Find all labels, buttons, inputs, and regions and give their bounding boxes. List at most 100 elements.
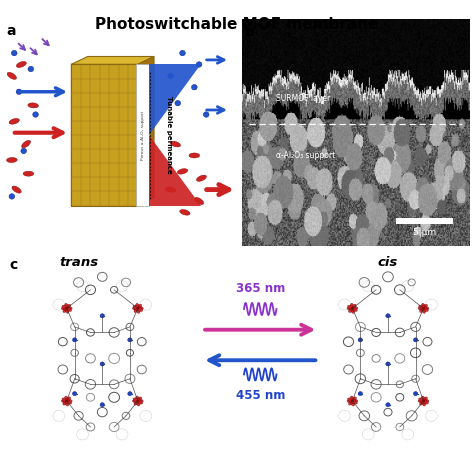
Ellipse shape [189, 153, 200, 158]
Text: 455 nm: 455 nm [236, 389, 285, 401]
Ellipse shape [170, 141, 181, 147]
Circle shape [386, 362, 390, 366]
Ellipse shape [419, 304, 428, 312]
Circle shape [33, 112, 38, 117]
Ellipse shape [63, 397, 71, 405]
Text: c: c [9, 258, 18, 272]
Ellipse shape [347, 306, 358, 310]
Ellipse shape [63, 304, 71, 312]
Text: trans: trans [60, 255, 99, 269]
Text: 5 μm: 5 μm [413, 228, 437, 237]
Ellipse shape [350, 303, 355, 313]
Ellipse shape [419, 305, 428, 311]
Bar [137, 64, 149, 206]
Ellipse shape [22, 140, 30, 148]
Circle shape [386, 314, 390, 318]
Circle shape [351, 400, 354, 402]
Ellipse shape [347, 305, 357, 311]
Circle shape [422, 307, 425, 310]
Circle shape [21, 148, 27, 154]
Ellipse shape [9, 118, 19, 124]
Ellipse shape [165, 187, 176, 192]
Ellipse shape [61, 306, 72, 310]
Ellipse shape [419, 397, 428, 405]
Ellipse shape [7, 73, 17, 79]
Ellipse shape [348, 397, 356, 405]
Ellipse shape [180, 210, 190, 215]
Circle shape [351, 307, 354, 310]
Circle shape [65, 307, 68, 310]
Polygon shape [149, 64, 201, 135]
Circle shape [100, 403, 104, 407]
Text: Photoswitchable MOF membrane: Photoswitchable MOF membrane [95, 17, 379, 32]
Circle shape [175, 100, 181, 106]
Text: a: a [6, 24, 16, 37]
Bar [396, 218, 453, 224]
Circle shape [386, 403, 390, 407]
Ellipse shape [134, 304, 142, 312]
Ellipse shape [62, 398, 72, 404]
Ellipse shape [196, 175, 207, 182]
Ellipse shape [418, 399, 429, 403]
Ellipse shape [134, 397, 142, 405]
Circle shape [73, 338, 77, 342]
Polygon shape [137, 56, 154, 206]
Circle shape [422, 400, 425, 402]
Ellipse shape [418, 306, 429, 310]
Text: Porous α-Al₂O₃ support: Porous α-Al₂O₃ support [141, 110, 145, 160]
Text: Tunable permeance: Tunable permeance [166, 96, 173, 174]
Circle shape [9, 194, 15, 199]
Ellipse shape [421, 396, 426, 406]
Ellipse shape [132, 306, 143, 310]
Ellipse shape [136, 396, 140, 406]
Circle shape [16, 89, 22, 94]
Ellipse shape [28, 103, 38, 108]
Ellipse shape [177, 169, 188, 174]
Circle shape [196, 62, 202, 67]
Circle shape [358, 338, 363, 342]
Circle shape [413, 392, 418, 396]
Ellipse shape [7, 157, 17, 163]
Ellipse shape [194, 197, 204, 205]
Ellipse shape [12, 186, 21, 193]
Ellipse shape [133, 398, 143, 404]
Circle shape [413, 338, 418, 342]
Ellipse shape [132, 399, 143, 403]
Text: b: b [245, 25, 255, 39]
Polygon shape [149, 135, 201, 206]
Ellipse shape [16, 62, 27, 67]
Ellipse shape [61, 399, 72, 403]
Circle shape [191, 84, 197, 90]
Text: SURMOF layer: SURMOF layer [276, 94, 330, 103]
Ellipse shape [350, 396, 355, 406]
Ellipse shape [23, 171, 34, 176]
Polygon shape [71, 56, 154, 64]
Circle shape [168, 73, 173, 79]
Text: α-Al₂O₃ support: α-Al₂O₃ support [276, 151, 335, 160]
Circle shape [136, 400, 139, 402]
Circle shape [11, 50, 17, 56]
Circle shape [100, 314, 104, 318]
Circle shape [73, 392, 77, 396]
Circle shape [128, 392, 132, 396]
Circle shape [100, 362, 104, 366]
Ellipse shape [64, 396, 69, 406]
Ellipse shape [347, 399, 358, 403]
Ellipse shape [421, 303, 426, 313]
Circle shape [136, 307, 139, 310]
Ellipse shape [347, 398, 357, 404]
Circle shape [203, 112, 209, 117]
Ellipse shape [419, 398, 428, 404]
Polygon shape [71, 64, 137, 206]
Circle shape [180, 50, 185, 56]
Ellipse shape [62, 305, 72, 311]
Text: 365 nm: 365 nm [236, 282, 285, 295]
Text: cis: cis [378, 255, 398, 269]
Ellipse shape [64, 303, 69, 313]
Ellipse shape [348, 304, 356, 312]
Circle shape [65, 400, 68, 402]
Ellipse shape [136, 303, 140, 313]
Circle shape [128, 338, 132, 342]
Circle shape [28, 66, 34, 72]
Ellipse shape [133, 305, 143, 311]
